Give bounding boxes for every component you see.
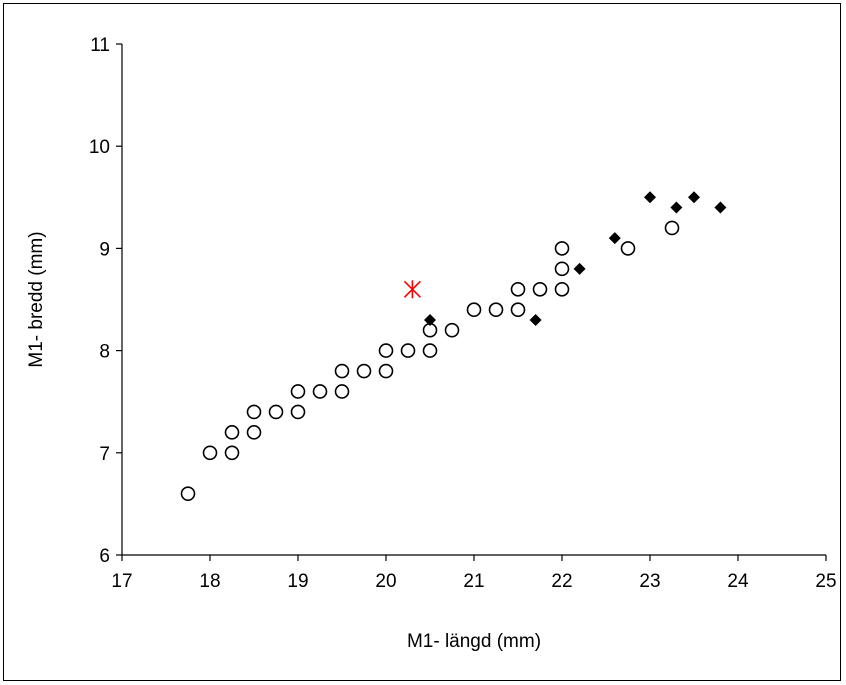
x-tick-label: 19 [287,571,308,592]
open-circle-point [334,363,350,379]
x-tick-label: 20 [375,571,396,592]
filled-diamond-point [529,313,542,326]
open-circle-point [664,220,680,236]
y-axis-title: M1- bredd (mm) [26,231,47,367]
open-circle-point [224,445,240,461]
filled-diamond-point [714,201,727,214]
open-circle-point [554,241,570,256]
x-tick-label: 17 [111,571,132,592]
open-circle-point [510,302,526,318]
open-circle-point [620,241,636,256]
x-tick-label: 23 [639,571,660,592]
red-asterisk-point [403,280,421,299]
open-circle-point [444,322,460,338]
open-circle-point [334,384,350,399]
open-circle-point [312,384,328,399]
open-circle-point [554,261,570,277]
axes [121,44,826,556]
x-tick-label: 22 [551,571,572,592]
filled-diamond-point [644,191,656,204]
open-circle-point [378,343,394,358]
open-circle-point [246,425,262,440]
open-circle-point [290,404,306,420]
data-points [180,191,727,501]
filled-diamond-point [424,313,436,326]
scatter-plot: 17 18 19 20 21 22 23 24 25 6 7 8 9 10 11 M1- längd (m… [26,35,837,652]
x-tick-label: 25 [815,571,836,592]
filled-diamond-point [670,201,683,214]
open-circle-point [180,486,196,501]
open-circle-point [290,384,306,399]
open-circle-point [378,363,394,379]
x-axis-ticks: 17 18 19 20 21 22 23 24 25 [111,555,837,592]
x-tick-label: 21 [463,571,484,592]
open-circle-point [356,363,372,379]
open-circle-point [532,281,548,297]
open-circle-point [400,343,416,358]
x-axis-title: M1- längd (mm) [407,631,541,652]
open-circle-point [554,281,570,297]
filled-diamond-point [688,191,700,204]
filled-diamond-point [573,262,586,275]
x-tick-label: 18 [199,571,220,592]
x-tick-label: 24 [727,571,749,592]
open-circle-point [202,445,218,461]
open-circle-point [422,343,438,358]
open-circle-point [268,404,284,420]
y-tick-label: 11 [90,35,110,56]
open-circle-point [224,425,240,440]
y-tick-label: 7 [99,444,110,465]
open-circle-point [466,302,482,318]
open-circle-point [510,281,526,297]
open-circle-point [246,404,262,420]
y-tick-label: 6 [99,546,110,567]
y-tick-label: 9 [99,239,110,260]
y-axis-ticks: 6 7 8 9 10 11 [89,35,122,567]
filled-diamond-point [608,232,621,245]
open-circle-point [488,302,504,318]
chart-frame: 17 18 19 20 21 22 23 24 25 6 7 8 9 10 11 M1- längd (m… [3,3,841,681]
y-tick-label: 10 [89,137,110,158]
y-tick-label: 8 [99,342,110,363]
